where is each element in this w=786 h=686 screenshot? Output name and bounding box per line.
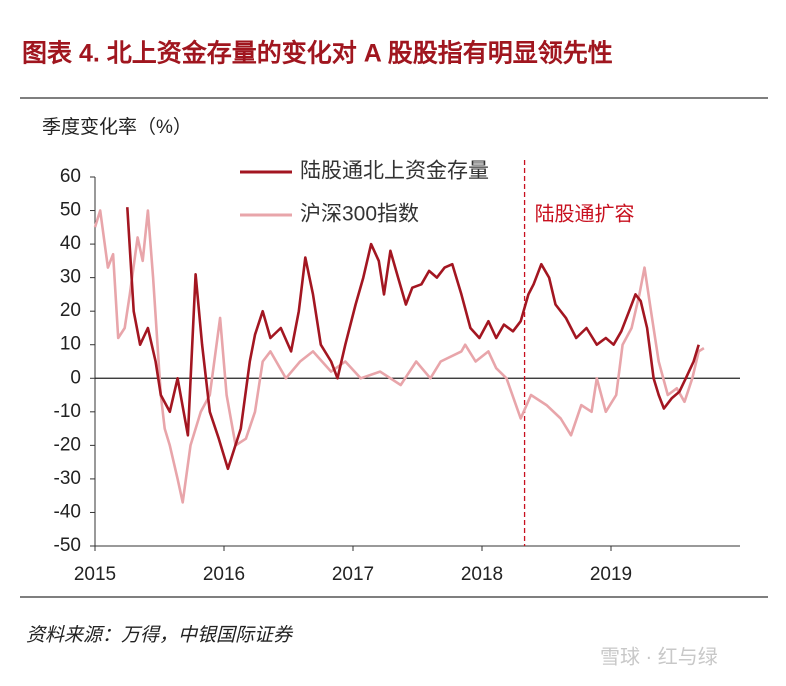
y-tick-label: -30 (54, 468, 81, 489)
y-tick-label: 10 (60, 334, 81, 355)
series-line (126, 207, 700, 471)
x-tick-label: 2015 (74, 564, 116, 585)
y-tick-label: -40 (54, 501, 81, 522)
chart-title: 图表 4. 北上资金存量的变化对 A 股股指有明显领先性 (22, 39, 613, 68)
legend-label: 陆股通北上资金存量 (300, 160, 489, 183)
y-tick-label: 50 (60, 200, 81, 221)
y-tick-label: 0 (70, 367, 81, 388)
x-tick-label: 2018 (461, 564, 503, 585)
legend-label: 沪深300指数 (300, 203, 419, 226)
y-tick-label: 20 (60, 300, 81, 321)
y-tick-label: -10 (54, 401, 81, 422)
x-tick-label: 2019 (590, 564, 632, 585)
source: 资料来源：万得，中银国际证券 (26, 624, 294, 646)
y-tick-label: -50 (54, 535, 81, 556)
x-tick-label: 2017 (332, 564, 374, 585)
y-tick-label: 40 (60, 233, 81, 254)
y-tick-label: 30 (60, 267, 81, 288)
series-line (93, 209, 705, 504)
x-tick-label: 2016 (203, 564, 245, 585)
y-tick-label: -20 (54, 434, 81, 455)
watermark: 雪球 · 红与绿 (600, 645, 718, 668)
annotation-label: 陆股通扩容 (535, 202, 635, 225)
y-tick-label: 60 (60, 166, 81, 187)
y-axis-label: 季度变化率（%） (42, 116, 192, 138)
